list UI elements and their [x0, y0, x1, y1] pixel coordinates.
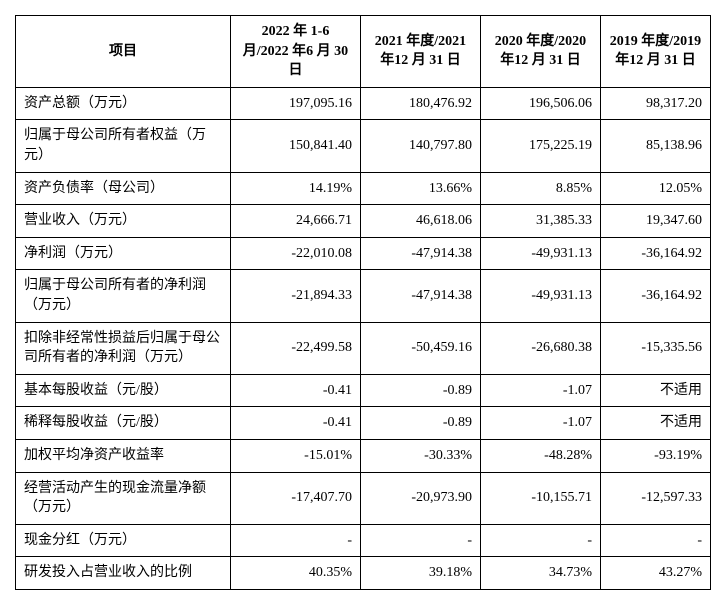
cell-value: -15.01% [231, 439, 361, 472]
table-row: 资产总额（万元）197,095.16180,476.92196,506.0698… [16, 87, 711, 120]
cell-value: 180,476.92 [361, 87, 481, 120]
col-header-2019: 2019 年度/2019 年12 月 31 日 [601, 16, 711, 88]
table-row: 归属于母公司所有者的净利润（万元）-21,894.33-47,914.38-49… [16, 270, 711, 322]
row-label: 资产负债率（母公司） [16, 172, 231, 205]
cell-value: -22,499.58 [231, 322, 361, 374]
col-header-2020: 2020 年度/2020 年12 月 31 日 [481, 16, 601, 88]
cell-value: 196,506.06 [481, 87, 601, 120]
cell-value: 8.85% [481, 172, 601, 205]
cell-value: -21,894.33 [231, 270, 361, 322]
cell-value: 不适用 [601, 407, 711, 440]
cell-value: -10,155.71 [481, 472, 601, 524]
row-label: 稀释每股收益（元/股） [16, 407, 231, 440]
row-label: 扣除非经常性损益后归属于母公司所有者的净利润（万元） [16, 322, 231, 374]
cell-value: -0.41 [231, 407, 361, 440]
table-row: 营业收入（万元）24,666.7146,618.0631,385.3319,34… [16, 205, 711, 238]
cell-value: 不适用 [601, 374, 711, 407]
row-label: 研发投入占营业收入的比例 [16, 557, 231, 590]
cell-value: -26,680.38 [481, 322, 601, 374]
cell-value: -15,335.56 [601, 322, 711, 374]
cell-value: - [601, 524, 711, 557]
cell-value: - [361, 524, 481, 557]
cell-value: 140,797.80 [361, 120, 481, 172]
cell-value: -36,164.92 [601, 270, 711, 322]
row-label: 营业收入（万元） [16, 205, 231, 238]
cell-value: -0.89 [361, 407, 481, 440]
table-body: 资产总额（万元）197,095.16180,476.92196,506.0698… [16, 87, 711, 589]
table-row: 基本每股收益（元/股）-0.41-0.89-1.07不适用 [16, 374, 711, 407]
cell-value: 85,138.96 [601, 120, 711, 172]
cell-value: 39.18% [361, 557, 481, 590]
cell-value: -22,010.08 [231, 237, 361, 270]
cell-value: -49,931.13 [481, 237, 601, 270]
row-label: 净利润（万元） [16, 237, 231, 270]
row-label: 归属于母公司所有者权益（万元） [16, 120, 231, 172]
table-row: 现金分红（万元）---- [16, 524, 711, 557]
cell-value: -50,459.16 [361, 322, 481, 374]
cell-value: -1.07 [481, 407, 601, 440]
row-label: 资产总额（万元） [16, 87, 231, 120]
table-row: 加权平均净资产收益率-15.01%-30.33%-48.28%-93.19% [16, 439, 711, 472]
cell-value: 98,317.20 [601, 87, 711, 120]
cell-value: -0.89 [361, 374, 481, 407]
cell-value: -0.41 [231, 374, 361, 407]
cell-value: -1.07 [481, 374, 601, 407]
cell-value: - [481, 524, 601, 557]
cell-value: 13.66% [361, 172, 481, 205]
row-label: 基本每股收益（元/股） [16, 374, 231, 407]
row-label: 归属于母公司所有者的净利润（万元） [16, 270, 231, 322]
cell-value: -47,914.38 [361, 237, 481, 270]
col-header-item: 项目 [16, 16, 231, 88]
cell-value: - [231, 524, 361, 557]
cell-value: 175,225.19 [481, 120, 601, 172]
table-row: 经营活动产生的现金流量净额（万元）-17,407.70-20,973.90-10… [16, 472, 711, 524]
cell-value: 197,095.16 [231, 87, 361, 120]
cell-value: 12.05% [601, 172, 711, 205]
cell-value: 34.73% [481, 557, 601, 590]
cell-value: 14.19% [231, 172, 361, 205]
financial-table: 项目 2022 年 1-6 月/2022 年6 月 30 日 2021 年度/2… [15, 15, 711, 590]
table-row: 研发投入占营业收入的比例40.35%39.18%34.73%43.27% [16, 557, 711, 590]
table-row: 扣除非经常性损益后归属于母公司所有者的净利润（万元）-22,499.58-50,… [16, 322, 711, 374]
cell-value: -36,164.92 [601, 237, 711, 270]
table-row: 净利润（万元）-22,010.08-47,914.38-49,931.13-36… [16, 237, 711, 270]
col-header-2021: 2021 年度/2021 年12 月 31 日 [361, 16, 481, 88]
cell-value: 150,841.40 [231, 120, 361, 172]
row-label: 经营活动产生的现金流量净额（万元） [16, 472, 231, 524]
row-label: 加权平均净资产收益率 [16, 439, 231, 472]
cell-value: 43.27% [601, 557, 711, 590]
cell-value: -49,931.13 [481, 270, 601, 322]
cell-value: 31,385.33 [481, 205, 601, 238]
cell-value: 24,666.71 [231, 205, 361, 238]
cell-value: -30.33% [361, 439, 481, 472]
col-header-2022h1: 2022 年 1-6 月/2022 年6 月 30 日 [231, 16, 361, 88]
table-row: 归属于母公司所有者权益（万元）150,841.40140,797.80175,2… [16, 120, 711, 172]
cell-value: -12,597.33 [601, 472, 711, 524]
cell-value: -20,973.90 [361, 472, 481, 524]
cell-value: -93.19% [601, 439, 711, 472]
cell-value: -47,914.38 [361, 270, 481, 322]
cell-value: 40.35% [231, 557, 361, 590]
cell-value: -48.28% [481, 439, 601, 472]
cell-value: -17,407.70 [231, 472, 361, 524]
row-label: 现金分红（万元） [16, 524, 231, 557]
table-header: 项目 2022 年 1-6 月/2022 年6 月 30 日 2021 年度/2… [16, 16, 711, 88]
cell-value: 46,618.06 [361, 205, 481, 238]
cell-value: 19,347.60 [601, 205, 711, 238]
table-row: 资产负债率（母公司）14.19%13.66%8.85%12.05% [16, 172, 711, 205]
table-row: 稀释每股收益（元/股）-0.41-0.89-1.07不适用 [16, 407, 711, 440]
